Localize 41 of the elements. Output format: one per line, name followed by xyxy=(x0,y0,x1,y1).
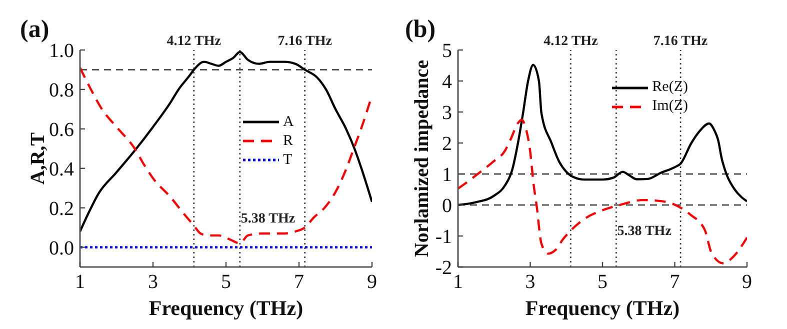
y-tick-label: 5 xyxy=(442,40,452,62)
annotation: 4.12 THz xyxy=(544,34,598,49)
y-tick-label: -2 xyxy=(435,257,452,279)
line-series xyxy=(458,118,747,264)
annotation: 7.16 THz xyxy=(278,34,332,49)
y-tick-label: 0.8 xyxy=(49,79,74,102)
y-tick-label: 3 xyxy=(442,102,452,124)
legend-label: R xyxy=(283,132,294,150)
x-axis-title: Frequency (THz) xyxy=(148,296,304,320)
y-tick-label: 0.2 xyxy=(49,198,74,220)
x-tick-label: 9 xyxy=(367,271,377,293)
chart-title: (a) xyxy=(20,16,50,44)
chart-title: (b) xyxy=(405,16,436,44)
x-axis-title: Frequency (THz) xyxy=(525,296,680,320)
legend-label: A xyxy=(283,114,294,131)
line-series xyxy=(458,64,747,206)
x-tick-label: 5 xyxy=(221,271,231,293)
y-tick-label: 1.0 xyxy=(49,40,74,62)
annotation: 5.38 THz xyxy=(240,212,296,227)
x-tick-label: 9 xyxy=(742,271,752,293)
y-tick-label: 0 xyxy=(442,195,452,217)
annotation: 5.38 THz xyxy=(617,224,672,239)
x-tick-label: 3 xyxy=(148,271,158,293)
annotation: 4.12 THz xyxy=(166,34,221,49)
legend-label: Re(Z) xyxy=(652,79,688,96)
x-tick-label: 7 xyxy=(670,271,680,293)
legend-label: T xyxy=(283,152,292,169)
y-tick-label: 0.4 xyxy=(49,158,74,180)
legend-label: Im(Z) xyxy=(652,98,688,116)
y-tick-label: 0.6 xyxy=(49,118,74,141)
x-tick-label: 7 xyxy=(294,271,304,293)
y-tick-label: 2 xyxy=(442,133,452,155)
annotation: 7.16 THz xyxy=(653,34,708,49)
y-axis-title: A,R,T xyxy=(27,132,50,185)
y-tick-label: 4 xyxy=(442,71,452,93)
y-tick-label: 1 xyxy=(442,164,452,186)
x-tick-label: 3 xyxy=(525,271,536,293)
x-tick-label: 5 xyxy=(598,271,608,293)
y-axis-title: Norlamized impedance xyxy=(411,60,434,258)
y-tick-label: 0.0 xyxy=(49,237,74,260)
y-tick-label: -1 xyxy=(435,226,452,248)
